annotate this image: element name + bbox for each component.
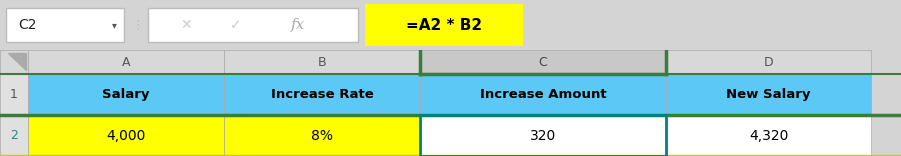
- FancyBboxPatch shape: [420, 115, 666, 156]
- FancyBboxPatch shape: [28, 50, 224, 74]
- FancyBboxPatch shape: [420, 74, 666, 115]
- FancyBboxPatch shape: [224, 50, 420, 74]
- FancyBboxPatch shape: [0, 50, 28, 74]
- Text: B: B: [318, 56, 326, 68]
- FancyBboxPatch shape: [666, 50, 871, 74]
- Text: ⋮: ⋮: [132, 19, 144, 32]
- Text: 1: 1: [10, 88, 18, 101]
- Text: Increase Rate: Increase Rate: [270, 88, 373, 101]
- Text: 2: 2: [10, 129, 18, 142]
- FancyBboxPatch shape: [28, 115, 224, 156]
- Text: C: C: [539, 56, 548, 68]
- Text: fx: fx: [291, 18, 305, 32]
- Polygon shape: [8, 53, 26, 70]
- FancyBboxPatch shape: [420, 50, 666, 74]
- FancyBboxPatch shape: [6, 8, 124, 42]
- Text: A: A: [122, 56, 131, 68]
- FancyBboxPatch shape: [666, 74, 871, 115]
- Text: =A2 * B2: =A2 * B2: [406, 17, 482, 32]
- FancyBboxPatch shape: [0, 115, 28, 156]
- Text: 8%: 8%: [311, 129, 333, 142]
- Text: Increase Amount: Increase Amount: [479, 88, 606, 101]
- FancyBboxPatch shape: [148, 8, 358, 42]
- Text: ✕: ✕: [180, 18, 192, 32]
- Text: 4,000: 4,000: [106, 129, 146, 142]
- FancyBboxPatch shape: [0, 74, 28, 115]
- Text: 4,320: 4,320: [749, 129, 788, 142]
- Text: New Salary: New Salary: [726, 88, 811, 101]
- Text: Salary: Salary: [102, 88, 150, 101]
- Text: 320: 320: [530, 129, 556, 142]
- FancyBboxPatch shape: [224, 74, 420, 115]
- Text: ▾: ▾: [112, 20, 116, 30]
- FancyBboxPatch shape: [666, 115, 871, 156]
- Text: ✓: ✓: [230, 18, 241, 32]
- FancyBboxPatch shape: [224, 115, 420, 156]
- FancyBboxPatch shape: [28, 74, 224, 115]
- FancyBboxPatch shape: [365, 4, 523, 46]
- Text: C2: C2: [18, 18, 37, 32]
- Text: D: D: [764, 56, 773, 68]
